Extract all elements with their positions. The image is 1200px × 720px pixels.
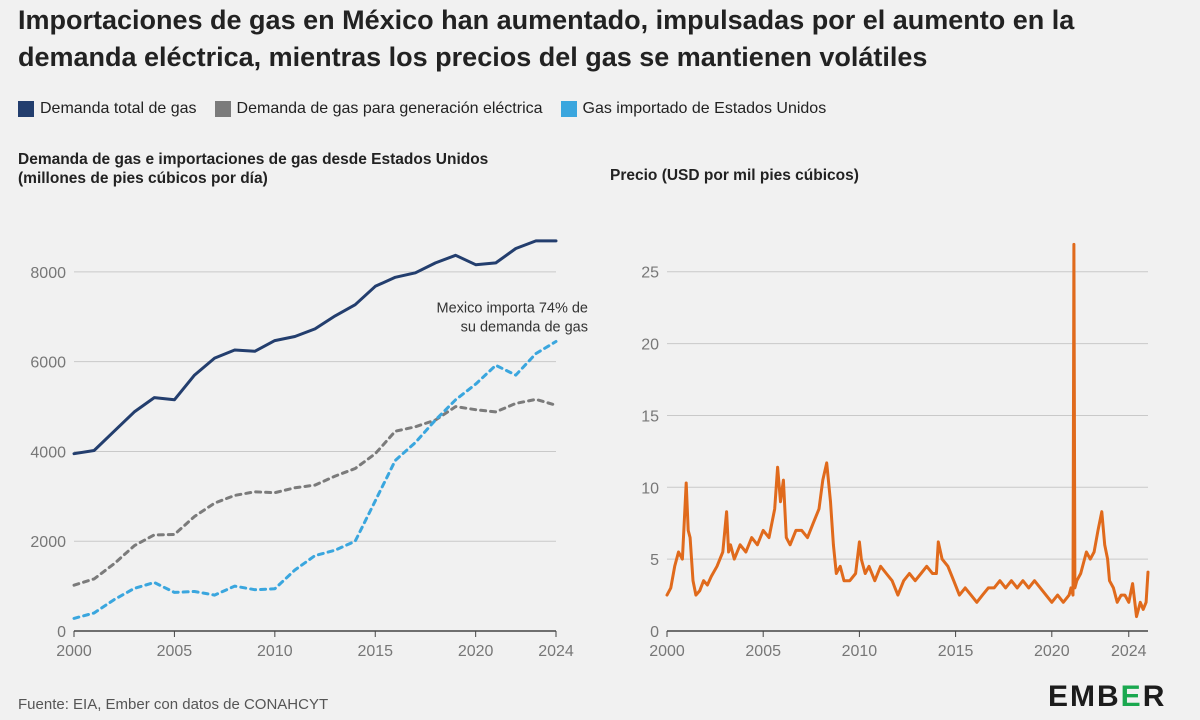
source-note: Fuente: EIA, Ember con datos de CONAHCYT — [18, 696, 329, 713]
left-chart-heading: Demanda de gas e importaciones de gas de… — [18, 150, 578, 188]
right-xtick-label: 2020 — [1034, 643, 1070, 660]
legend-label-power-demand: Demanda de gas para generación eléctrica — [236, 100, 543, 117]
left-chart-title: Demanda de gas e importaciones de gas de… — [18, 151, 489, 168]
chart-title: Importaciones de gas en México han aumen… — [18, 5, 1075, 72]
right-chart-title: Precio (USD por mil pies cúbicos) — [610, 167, 859, 184]
right-xtick-label: 2005 — [745, 643, 781, 660]
right-ytick-label: 5 — [650, 552, 659, 569]
left-ytick-label: 0 — [57, 624, 66, 641]
left-chart-ylabel: (millones de pies cúbicos por día) — [18, 170, 268, 187]
legend-swatch-total-demand — [18, 101, 34, 117]
left-xtick-label: 2024 — [538, 643, 574, 660]
left-annotation: Mexico importa 74% de su demanda de gas — [436, 300, 588, 335]
legend-item-power-demand: Demanda de gas para generación eléctrica — [214, 100, 543, 118]
right-series-line-0 — [665, 242, 1150, 619]
right-ytick-label: 0 — [650, 624, 659, 641]
left-series-line-2 — [72, 340, 558, 620]
left-xtick-label: 2000 — [56, 643, 92, 660]
right-xtick-label: 2010 — [842, 643, 878, 660]
left-ytick-label: 4000 — [30, 444, 66, 461]
left-xtick-label: 2020 — [458, 643, 494, 660]
left-ytick-label: 2000 — [30, 534, 66, 551]
legend-swatch-us-imports — [560, 101, 577, 117]
left-xtick-label: 2005 — [157, 643, 193, 660]
right-ytick-label: 20 — [641, 337, 659, 354]
right-xtick-label: 2000 — [649, 643, 685, 660]
right-xtick-label: 2024 — [1111, 643, 1147, 660]
legend-label-us-imports: Gas importado de Estados Unidos — [582, 100, 827, 117]
left-ytick-label: 6000 — [30, 355, 66, 372]
left-ytick-label: 8000 — [30, 265, 66, 282]
legend: Demanda total de gas Demanda de gas para… — [18, 100, 826, 118]
right-xtick-label: 2015 — [938, 643, 974, 660]
left-annotation-line: Mexico importa 74% de — [436, 300, 588, 316]
left-xtick-label: 2015 — [357, 643, 393, 660]
legend-label-total-demand: Demanda total de gas — [40, 100, 197, 117]
ember-logo: EMBER — [1048, 680, 1167, 713]
left-xtick-label: 2010 — [257, 643, 293, 660]
legend-swatch-power-demand — [214, 101, 231, 117]
right-ytick-label: 10 — [641, 480, 659, 497]
legend-item-total-demand: Demanda total de gas — [18, 100, 197, 118]
left-annotation-line: su demanda de gas — [461, 319, 588, 335]
right-ytick-label: 25 — [641, 265, 659, 282]
right-ytick-label: 15 — [641, 408, 659, 425]
legend-item-us-imports: Gas importado de Estados Unidos — [560, 100, 827, 118]
left-series-line-1 — [72, 397, 558, 587]
left-series-line-0 — [72, 239, 558, 456]
